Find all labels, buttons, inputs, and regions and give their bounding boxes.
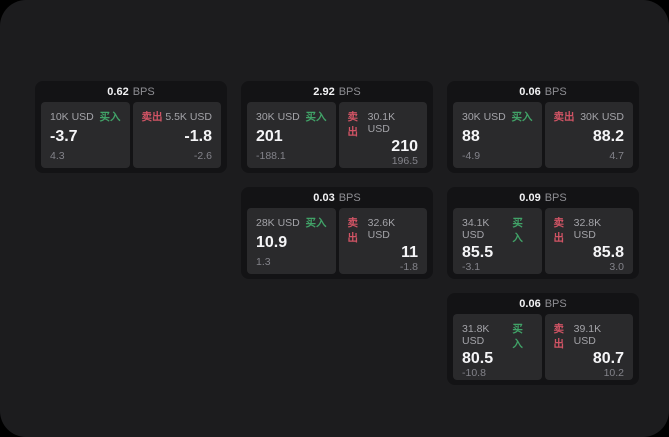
quote-panels: 31.8K USD 买入 80.5 -10.8 卖出 39.1K USD 80.… [453, 314, 633, 380]
quote-cards-grid: 0.62 BPS 10K USD 买入 -3.7 4.3 卖出 5.5K USD [35, 81, 639, 385]
sell-amount: 32.6K USD [367, 217, 396, 241]
bps-unit-label: BPS [544, 85, 567, 98]
buy-amount: 31.8K USD [462, 323, 490, 347]
bps-unit-label: BPS [544, 191, 567, 204]
sell-side-label: 卖出 [553, 323, 565, 350]
sell-amount: 32.8K USD [573, 217, 602, 241]
buy-sub-value: -188.1 [256, 150, 286, 162]
bps-value: 0.06 [519, 297, 541, 310]
buy-price: 10.9 [256, 234, 288, 251]
bps-header: 0.09 BPS [453, 187, 633, 208]
sell-panel[interactable]: 卖出 30.1K USD 210 196.5 [338, 102, 427, 168]
bps-unit-label: BPS [132, 85, 155, 98]
bps-header: 2.92 BPS [247, 81, 427, 102]
sell-price: -1.8 [184, 128, 212, 145]
quote-card: 0.09 BPS 34.1K USD 买入 85.5 -3.1 卖出 32.8K… [447, 187, 639, 279]
buy-panel[interactable]: 10K USD 买入 -3.7 4.3 [41, 102, 130, 168]
sell-price: 210 [391, 138, 418, 155]
buy-amount: 34.1K USD [462, 217, 490, 241]
buy-side-label: 买入 [99, 111, 121, 123]
bps-header: 0.06 BPS [453, 293, 633, 314]
sell-sub-value: -2.6 [193, 150, 212, 162]
buy-panel[interactable]: 28K USD 买入 10.9 1.3 [247, 208, 336, 274]
quote-card: 0.06 BPS 30K USD 买入 88 -4.9 卖出 30K USD [447, 81, 639, 173]
sell-panel[interactable]: 卖出 32.8K USD 85.8 3.0 [544, 208, 633, 274]
buy-side-label: 买入 [512, 217, 523, 244]
sell-price: 80.7 [592, 350, 624, 367]
quote-card: 0.62 BPS 10K USD 买入 -3.7 4.3 卖出 5.5K USD [35, 81, 227, 173]
buy-panel[interactable]: 34.1K USD 买入 85.5 -3.1 [453, 208, 542, 274]
bps-unit-label: BPS [338, 191, 361, 204]
sell-price: 88.2 [592, 128, 624, 145]
sell-panel[interactable]: 卖出 32.6K USD 11 -1.8 [338, 208, 427, 274]
buy-sub-value: -3.1 [462, 261, 481, 273]
buy-sub-value: 1.3 [256, 256, 271, 268]
quote-card: 0.06 BPS 31.8K USD 买入 80.5 -10.8 卖出 39.1… [447, 293, 639, 385]
buy-sub-value: -10.8 [462, 367, 486, 379]
buy-panel[interactable]: 31.8K USD 买入 80.5 -10.8 [453, 314, 542, 380]
quote-panels: 30K USD 买入 88 -4.9 卖出 30K USD 88.2 4.7 [453, 102, 633, 168]
buy-price: -3.7 [50, 128, 78, 145]
quote-panels: 30K USD 买入 201 -188.1 卖出 30.1K USD 210 1… [247, 102, 427, 168]
sell-side-label: 卖出 [141, 111, 163, 123]
sell-price: 11 [401, 244, 418, 261]
buy-side-label: 买入 [305, 111, 327, 123]
sell-sub-value: 196.5 [391, 155, 418, 167]
quote-card: 2.92 BPS 30K USD 买入 201 -188.1 卖出 30.1K … [241, 81, 433, 173]
sell-panel[interactable]: 卖出 30K USD 88.2 4.7 [544, 102, 633, 168]
buy-price: 88 [462, 128, 480, 145]
buy-side-label: 买入 [511, 111, 533, 123]
sell-panel[interactable]: 卖出 5.5K USD -1.8 -2.6 [132, 102, 221, 168]
sell-amount: 39.1K USD [573, 323, 602, 347]
sell-sub-value: -1.8 [399, 261, 418, 273]
bps-value: 0.06 [519, 85, 541, 98]
sell-amount: 30.1K USD [367, 111, 396, 135]
quote-panels: 34.1K USD 买入 85.5 -3.1 卖出 32.8K USD 85.8… [453, 208, 633, 274]
quote-panels: 28K USD 买入 10.9 1.3 卖出 32.6K USD 11 -1.8 [247, 208, 427, 274]
sell-amount: 5.5K USD [165, 111, 212, 123]
buy-amount: 30K USD [256, 111, 300, 123]
quote-panels: 10K USD 买入 -3.7 4.3 卖出 5.5K USD -1.8 -2.… [41, 102, 221, 168]
bps-value: 2.92 [313, 85, 335, 98]
bps-header: 0.03 BPS [247, 187, 427, 208]
buy-sub-value: 4.3 [50, 150, 65, 162]
buy-price: 85.5 [462, 244, 494, 261]
sell-side-label: 卖出 [347, 217, 359, 244]
buy-panel[interactable]: 30K USD 买入 88 -4.9 [453, 102, 542, 168]
bps-header: 0.62 BPS [41, 81, 221, 102]
buy-amount: 30K USD [462, 111, 506, 123]
bps-header: 0.06 BPS [453, 81, 633, 102]
sell-side-label: 卖出 [347, 111, 359, 138]
buy-price: 201 [256, 128, 283, 145]
sell-side-label: 卖出 [553, 111, 575, 123]
bps-value: 0.62 [107, 85, 129, 98]
sell-side-label: 卖出 [553, 217, 565, 244]
buy-amount: 28K USD [256, 217, 300, 229]
buy-price: 80.5 [462, 350, 494, 367]
sell-price: 85.8 [592, 244, 624, 261]
sell-amount: 30K USD [580, 111, 624, 123]
bps-value: 0.09 [519, 191, 541, 204]
bps-value: 0.03 [313, 191, 335, 204]
sell-panel[interactable]: 卖出 39.1K USD 80.7 10.2 [544, 314, 633, 380]
sell-sub-value: 3.0 [609, 261, 624, 273]
buy-panel[interactable]: 30K USD 买入 201 -188.1 [247, 102, 336, 168]
bps-unit-label: BPS [338, 85, 361, 98]
bps-unit-label: BPS [544, 297, 567, 310]
sell-sub-value: 4.7 [609, 150, 624, 162]
buy-amount: 10K USD [50, 111, 94, 123]
buy-sub-value: -4.9 [462, 150, 481, 162]
sell-sub-value: 10.2 [603, 367, 624, 379]
buy-side-label: 买入 [512, 323, 523, 350]
quote-card: 0.03 BPS 28K USD 买入 10.9 1.3 卖出 32.6K US… [241, 187, 433, 279]
buy-side-label: 买入 [305, 217, 327, 229]
